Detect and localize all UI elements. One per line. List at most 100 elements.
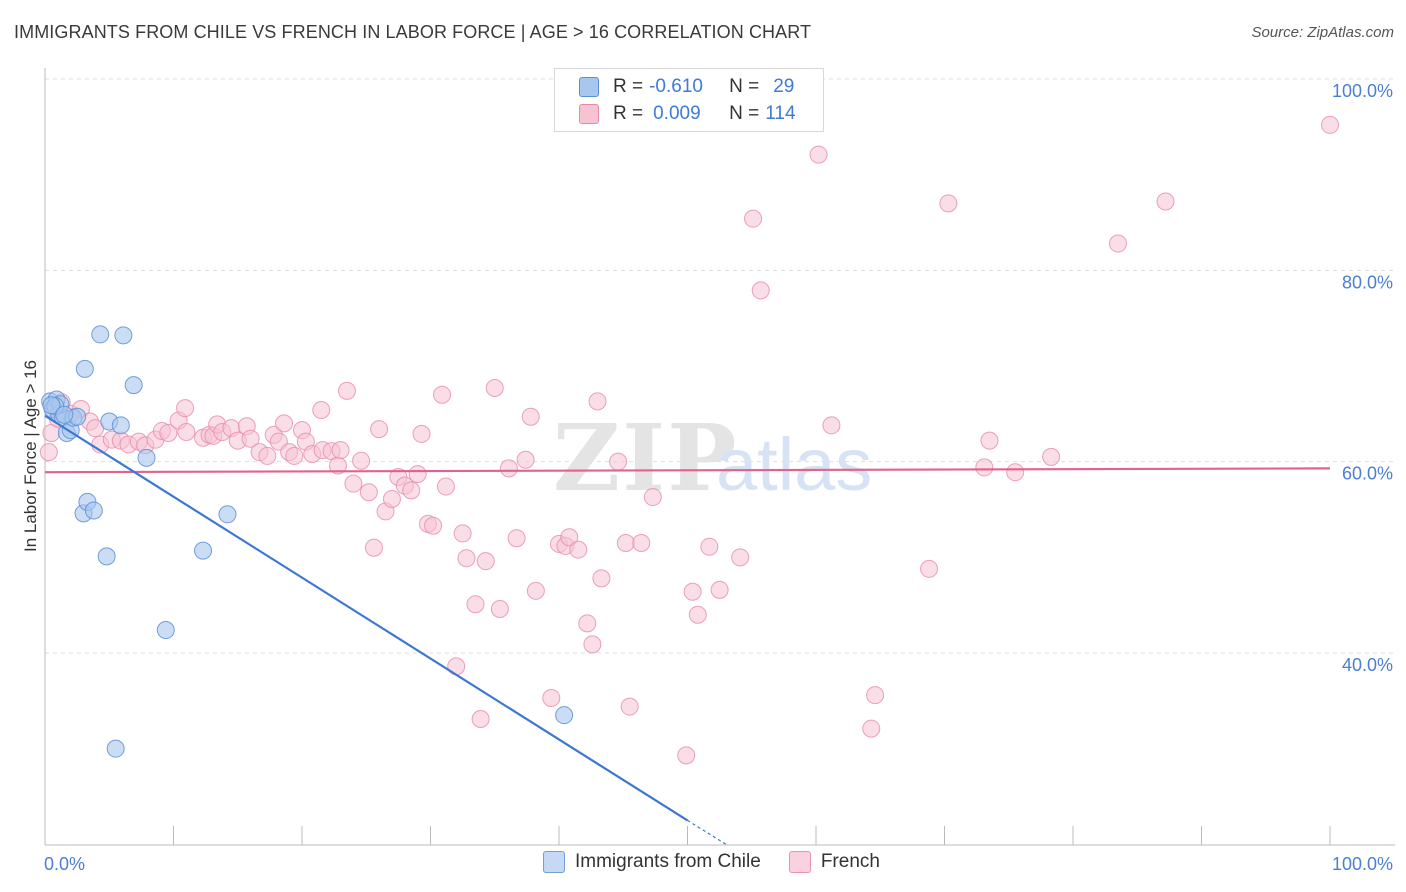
french-point xyxy=(471,710,490,729)
tick-labels: 100.0% 80.0% 60.0% 40.0% 0.0% 100.0% xyxy=(44,81,1393,874)
grid xyxy=(45,78,1395,654)
french-point xyxy=(507,529,526,548)
french-trend-line xyxy=(44,467,1331,474)
r-label: R = xyxy=(613,103,644,124)
french-point xyxy=(939,194,958,213)
french-point xyxy=(275,414,294,433)
french-point xyxy=(382,489,401,508)
french-point xyxy=(370,420,389,439)
series-legend: Immigrants from Chile French xyxy=(543,851,908,873)
french-point xyxy=(620,697,639,716)
french-point xyxy=(159,423,178,442)
french-point xyxy=(521,407,540,426)
french-point xyxy=(241,429,260,448)
source-label: Source: ZipAtlas.com xyxy=(1251,24,1394,41)
chile-point xyxy=(218,505,237,524)
n-value: 29 xyxy=(773,76,795,97)
french-point xyxy=(866,686,885,705)
french-point xyxy=(176,399,195,418)
chile-trend-line xyxy=(44,414,689,822)
french-point xyxy=(1156,192,1175,211)
french-point xyxy=(39,443,58,462)
french-point xyxy=(609,452,628,471)
chile-point xyxy=(156,621,175,640)
r-value: -0.610 xyxy=(649,76,703,97)
r-label: R = xyxy=(613,76,644,97)
french-point xyxy=(980,431,999,450)
french-point xyxy=(352,451,371,470)
r-value: 0.009 xyxy=(653,103,701,124)
french-point xyxy=(436,477,455,496)
french-point xyxy=(616,533,635,552)
chile-point xyxy=(75,359,94,378)
french-point xyxy=(583,635,602,654)
french-point xyxy=(447,657,466,676)
french-point xyxy=(560,528,579,547)
chile-swatch xyxy=(579,77,599,97)
french-points xyxy=(39,113,1339,765)
french-point xyxy=(331,441,350,460)
chile-point xyxy=(137,448,156,467)
french-point xyxy=(731,548,750,567)
french-point xyxy=(364,538,383,557)
chile-points xyxy=(41,325,574,758)
french-point xyxy=(1042,447,1061,466)
french-point xyxy=(433,385,452,404)
french-point xyxy=(466,595,485,614)
trend-lines xyxy=(44,414,1331,845)
french-point xyxy=(710,580,729,599)
chile-trend-extension xyxy=(687,819,727,845)
french-point xyxy=(677,746,696,765)
n-label: N = xyxy=(729,103,760,124)
french-point xyxy=(862,719,881,738)
stats-legend: R = -0.610 N = 29 R = 0.009 N = 114 xyxy=(554,68,824,132)
french-point xyxy=(578,614,597,633)
chile-swatch xyxy=(543,851,565,873)
french-point xyxy=(402,481,421,500)
chile-point xyxy=(97,547,116,566)
french-point xyxy=(592,569,611,588)
french-point xyxy=(359,483,378,502)
french-point xyxy=(344,474,363,493)
french-point xyxy=(476,552,495,571)
n-label: N = xyxy=(729,76,760,97)
chile-point xyxy=(55,405,74,424)
french-point xyxy=(744,209,763,228)
chile-point xyxy=(555,706,574,725)
french-point xyxy=(490,599,509,618)
french-point xyxy=(412,424,431,443)
y-tick-label: 40.0% xyxy=(1342,655,1393,675)
legend-label-chile: Immigrants from Chile xyxy=(575,851,761,872)
french-point xyxy=(516,450,535,469)
french-point xyxy=(457,549,476,568)
french-point xyxy=(453,524,472,543)
n-value: 114 xyxy=(765,103,796,124)
french-point xyxy=(337,381,356,400)
chile-point xyxy=(124,376,143,395)
french-point xyxy=(424,516,443,535)
y-tick-label: 60.0% xyxy=(1342,464,1393,484)
french-point xyxy=(920,559,939,578)
chile-point xyxy=(106,739,125,758)
legend-item-french[interactable]: French xyxy=(788,851,880,873)
french-point xyxy=(285,446,304,465)
legend-item-chile[interactable]: Immigrants from Chile xyxy=(543,851,761,873)
chart-title: IMMIGRANTS FROM CHILE VS FRENCH IN LABOR… xyxy=(14,22,812,42)
french-point xyxy=(1321,115,1339,134)
french-point xyxy=(526,581,545,600)
french-point xyxy=(632,533,651,552)
y-tick-label: 100.0% xyxy=(1332,81,1393,101)
french-point xyxy=(822,416,841,435)
french-point xyxy=(700,537,719,556)
french-point xyxy=(408,465,427,484)
french-point xyxy=(485,379,504,398)
french-swatch xyxy=(788,851,811,873)
french-point xyxy=(499,459,518,478)
french-point xyxy=(688,605,707,624)
legend-row-chile: R = -0.610 N = 29 xyxy=(579,74,794,100)
french-point xyxy=(809,145,828,164)
chile-point xyxy=(194,541,213,560)
french-point xyxy=(643,488,662,507)
y-tick-label: 80.0% xyxy=(1342,272,1393,292)
french-point xyxy=(588,392,607,411)
